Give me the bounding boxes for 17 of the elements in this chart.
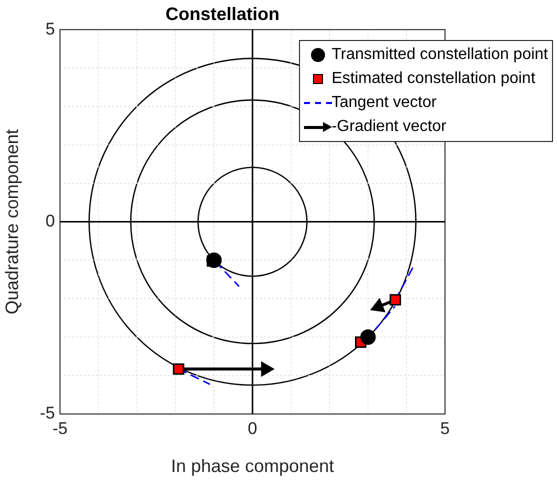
- point: [371, 299, 385, 312]
- y-tick-label: 0: [46, 211, 55, 230]
- chart-title: Constellation: [165, 4, 280, 24]
- point: [172, 363, 184, 375]
- legend-label: Transmitted constellation point: [332, 45, 548, 65]
- legend-label: Tangent vector: [332, 93, 437, 113]
- y-tick-label: -5: [40, 404, 55, 423]
- legend-label: Estimated constellation point: [332, 69, 536, 89]
- point: [390, 294, 402, 306]
- x-tick-label: 5: [440, 418, 450, 438]
- x-axis-title: In phase component: [170, 456, 334, 476]
- y-tick-label: 5: [46, 19, 55, 38]
- y-axis-title: Quadrature component: [2, 129, 22, 314]
- legend-label: -Gradient vector: [332, 117, 446, 137]
- point: [360, 329, 376, 345]
- point: [206, 252, 222, 268]
- x-tick-label: 0: [248, 418, 258, 438]
